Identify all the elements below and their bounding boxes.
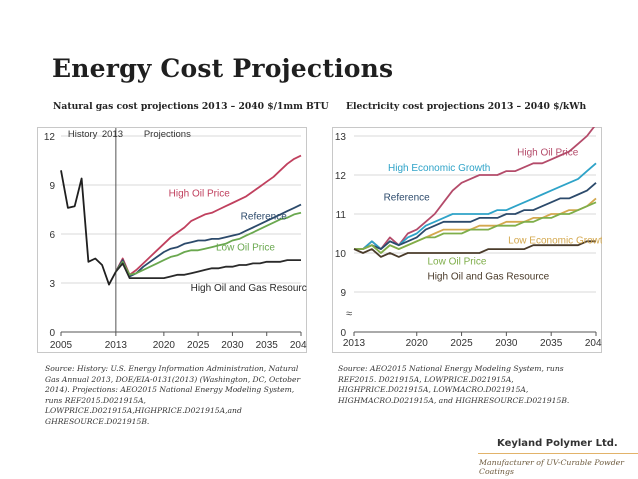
- series-label-reference: Reference: [384, 192, 431, 203]
- x-tick-label: 2040: [585, 338, 602, 349]
- natural-gas-chart-svg: 0 3 6 9 12 2005 2013 2020 2025 2030 2035 2040 Histor…: [37, 127, 313, 353]
- x-tick-label: 2020: [153, 340, 176, 351]
- electricity-chart-title: Electricity cost projections 2013 – 2040…: [346, 101, 587, 112]
- series-label-high-oil-and-gas-resource: High Oil and Gas Resource: [427, 272, 549, 283]
- x-tick-label: 2005: [50, 340, 73, 351]
- natural-gas-chart-title: Natural gas cost projections 2013 – 2040…: [53, 101, 329, 112]
- y-tick-label: 10: [335, 249, 347, 260]
- divider-year-annotation: 2013: [102, 129, 123, 140]
- series-label-high-economic-growth: High Economic Growth: [388, 163, 490, 174]
- x-tick-label: 2025: [450, 338, 473, 349]
- electricity-chart: 0 9 10 11 12 13 ≈2013 2020 2025 2030 2035 2040 High …: [332, 123, 608, 353]
- company-tagline: Manufacturer of UV-Curable Powder Coatin…: [479, 458, 625, 476]
- x-tick-label: 2025: [187, 340, 210, 351]
- series-line-low-oil-price: [354, 201, 597, 254]
- series-label-reference: Reference: [241, 211, 288, 222]
- x-tick-label: 2030: [495, 338, 518, 349]
- y-tick-label: 9: [340, 288, 346, 299]
- series-line-low-oil-price: [115, 211, 302, 276]
- y-tick-label: 12: [44, 132, 56, 143]
- series-label-low-oil-price: Low Oil Price: [427, 257, 486, 268]
- y-tick-label: 0: [49, 328, 55, 339]
- electricity-chart-svg: 0 9 10 11 12 13 ≈2013 2020 2025 2030 2035 2040 High …: [332, 123, 608, 353]
- y-tick-label: 11: [336, 210, 347, 221]
- series-line-reference: [115, 203, 302, 278]
- series-line-history: [60, 170, 117, 286]
- x-tick-label: 2020: [406, 338, 429, 349]
- history-annotation: History: [68, 129, 98, 140]
- x-tick-label: 2030: [221, 340, 244, 351]
- x-tick-label: 2035: [256, 340, 279, 351]
- x-tick-label: 2013: [105, 340, 128, 351]
- series-label-high-oil-price: High Oil Price: [517, 148, 579, 159]
- y-tick-label: 6: [49, 230, 55, 241]
- projections-annotation: Projections: [144, 129, 191, 140]
- natural-gas-source-note: Source: History: U.S. Energy Information…: [45, 364, 301, 426]
- electricity-source-note: Source: AEO2015 National Energy Modeling…: [338, 364, 570, 405]
- series-label-high-oil-and-gas-resource: High Oil and Gas Resource: [191, 283, 307, 294]
- y-tick-label: 0: [340, 328, 346, 339]
- x-tick-label: 2035: [540, 338, 563, 349]
- series-line-high-oil-and-gas-resource: [115, 259, 301, 280]
- series-label-low-oil-price: Low Oil Price: [216, 242, 275, 253]
- chart-frame: [332, 127, 602, 353]
- natural-gas-chart: 0 3 6 9 12 2005 2013 2020 2025 2030 2035 2040 Histor…: [37, 127, 313, 353]
- x-tick-label: 2013: [343, 338, 366, 349]
- y-tick-label: 9: [49, 181, 55, 192]
- x-tick-label: 2040: [290, 340, 307, 351]
- series-line-high-oil-price: [354, 123, 597, 250]
- series-line-reference: [354, 182, 597, 250]
- company-brand: Keyland Polymer Ltd.: [497, 438, 618, 449]
- series-label-high-oil-price: High Oil Price: [169, 188, 231, 199]
- brand-divider: [478, 453, 638, 454]
- slide-title: Energy Cost Projections: [52, 54, 394, 83]
- series-line-high-oil-and-gas-resource: [353, 240, 596, 258]
- chart-frame: [37, 127, 307, 353]
- y-tick-label: 13: [335, 132, 347, 143]
- y-tick-label: 3: [49, 279, 55, 290]
- series-label-low-economic-growth: Low Economic Growth: [508, 235, 602, 246]
- axis-break-mark: ≈: [346, 308, 352, 320]
- y-tick-label: 12: [335, 171, 347, 182]
- series-line-high-oil-price: [115, 154, 302, 276]
